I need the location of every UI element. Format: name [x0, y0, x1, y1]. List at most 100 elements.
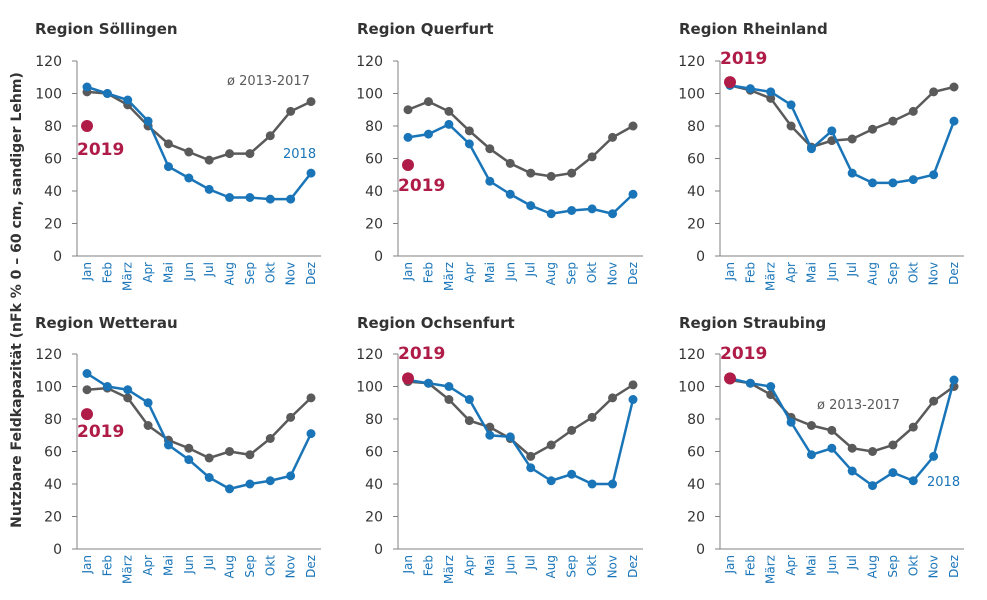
- x-tick-label: Feb: [100, 555, 114, 576]
- series-2018-point: [546, 476, 556, 486]
- series-avg-label: ø 2013-2017: [227, 74, 310, 89]
- x-tick-label: Dez: [626, 555, 640, 578]
- series-2018-point: [745, 378, 755, 388]
- series-2018-point: [908, 476, 918, 486]
- series-avg-point: [786, 121, 796, 131]
- series-2018-point: [82, 369, 92, 378]
- x-tick-label: Jul: [202, 555, 216, 570]
- x-tick-label: Sep: [243, 555, 257, 578]
- x-tick-label: Jun: [825, 555, 839, 575]
- series-2018-point: [505, 432, 515, 442]
- series-2018-point: [929, 451, 939, 461]
- series-avg-point: [929, 396, 939, 406]
- series-2019-point: [402, 372, 414, 385]
- series-avg-point: [847, 443, 857, 453]
- y-tick-label: 60: [365, 152, 383, 168]
- series-2018-point: [868, 178, 878, 188]
- series-avg-point: [868, 447, 878, 456]
- y-tick-label: 120: [356, 347, 383, 363]
- series-avg-point: [444, 395, 454, 404]
- series-avg-point: [587, 152, 597, 162]
- x-tick-label: Apr: [462, 262, 476, 283]
- y-tick-label: 20: [365, 217, 383, 233]
- x-tick-label: Sep: [565, 262, 579, 285]
- x-tick-label: Jan: [401, 262, 415, 282]
- series-2018-point: [628, 189, 638, 199]
- series-2019-label: 2019: [720, 49, 767, 69]
- series-avg-point: [444, 106, 454, 116]
- x-tick-label: Nov: [927, 555, 941, 578]
- series-avg-line: [407, 380, 634, 458]
- series-2018-point: [567, 469, 577, 479]
- series-2018-point: [403, 132, 413, 142]
- series-2018-line: [729, 84, 956, 185]
- series-avg-line: [729, 378, 955, 453]
- y-tick-label: 40: [365, 184, 383, 200]
- y-tick-label: 40: [365, 477, 383, 493]
- series-2019-label: 2019: [398, 344, 445, 364]
- series-avg-point: [82, 385, 92, 395]
- x-tick-label: Okt: [585, 262, 599, 283]
- series-avg-point: [908, 106, 918, 116]
- chart-title: Region Rheinland: [679, 20, 828, 38]
- series-2018-point: [184, 455, 194, 465]
- series-2018-point: [102, 382, 112, 391]
- y-tick-label: 80: [365, 412, 383, 428]
- y-tick-label: 60: [687, 152, 705, 168]
- y-tick-label: 40: [44, 477, 62, 493]
- series-avg-point: [949, 82, 959, 92]
- series-avg-point: [245, 149, 255, 159]
- x-tick-label: Aug: [866, 262, 880, 285]
- series-avg-point: [567, 168, 577, 178]
- series-2019-label: 2019: [77, 140, 124, 160]
- series-avg-point: [163, 139, 173, 149]
- series-avg-line: [729, 84, 955, 149]
- series-2018-point: [286, 194, 296, 204]
- series-avg-point: [827, 425, 837, 435]
- x-tick-label: Mai: [483, 262, 497, 283]
- series-2018-point: [526, 463, 536, 473]
- y-tick-label: 40: [687, 184, 705, 200]
- series-avg-point: [225, 447, 235, 456]
- chart-title: Region Querfurt: [357, 20, 494, 38]
- series-2018-point: [827, 443, 837, 453]
- series-avg-point: [286, 106, 296, 116]
- x-tick-label: Dez: [304, 555, 318, 578]
- series-2018-point: [82, 82, 92, 92]
- series-avg-point: [204, 155, 214, 165]
- x-tick-label: Okt: [906, 262, 920, 283]
- series-2018-point: [123, 385, 133, 395]
- series-2018-point: [204, 184, 214, 194]
- x-tick-label: März: [764, 262, 778, 291]
- y-tick-label: 0: [696, 542, 705, 558]
- series-avg-point: [929, 87, 939, 97]
- x-tick-label: Apr: [141, 555, 155, 576]
- series-avg-point: [608, 393, 618, 403]
- series-avg-point: [306, 97, 316, 107]
- chart-panel: Region Rheinland 0 20 40 60 80 100 120 Jan Feb Mär…: [678, 20, 964, 291]
- series-avg-point: [868, 124, 878, 134]
- y-tick-label: 80: [44, 119, 62, 135]
- x-tick-label: Nov: [606, 555, 620, 578]
- y-tick-label: 40: [687, 477, 705, 493]
- x-tick-label: Feb: [743, 555, 757, 576]
- x-tick-label: Jul: [524, 555, 538, 570]
- chart-title: Region Wetterau: [35, 314, 178, 332]
- x-tick-label: Mai: [804, 262, 818, 283]
- series-2018-point: [628, 395, 638, 404]
- x-tick-label: März: [764, 555, 778, 584]
- x-tick-label: Jan: [80, 555, 94, 575]
- y-tick-label: 0: [53, 249, 62, 265]
- y-tick-label: 20: [44, 217, 62, 233]
- series-avg-point: [204, 453, 214, 463]
- x-tick-label: Dez: [626, 262, 640, 285]
- y-tick-label: 120: [678, 54, 705, 70]
- series-2018-point: [505, 189, 515, 199]
- series-avg-point: [245, 450, 255, 460]
- x-tick-label: Apr: [784, 555, 798, 576]
- x-tick-label: Jul: [845, 555, 859, 570]
- series-2018-line: [729, 377, 956, 488]
- series-2019-label: 2019: [398, 176, 445, 196]
- series-avg-point: [403, 105, 413, 115]
- series-2018-point: [184, 173, 194, 183]
